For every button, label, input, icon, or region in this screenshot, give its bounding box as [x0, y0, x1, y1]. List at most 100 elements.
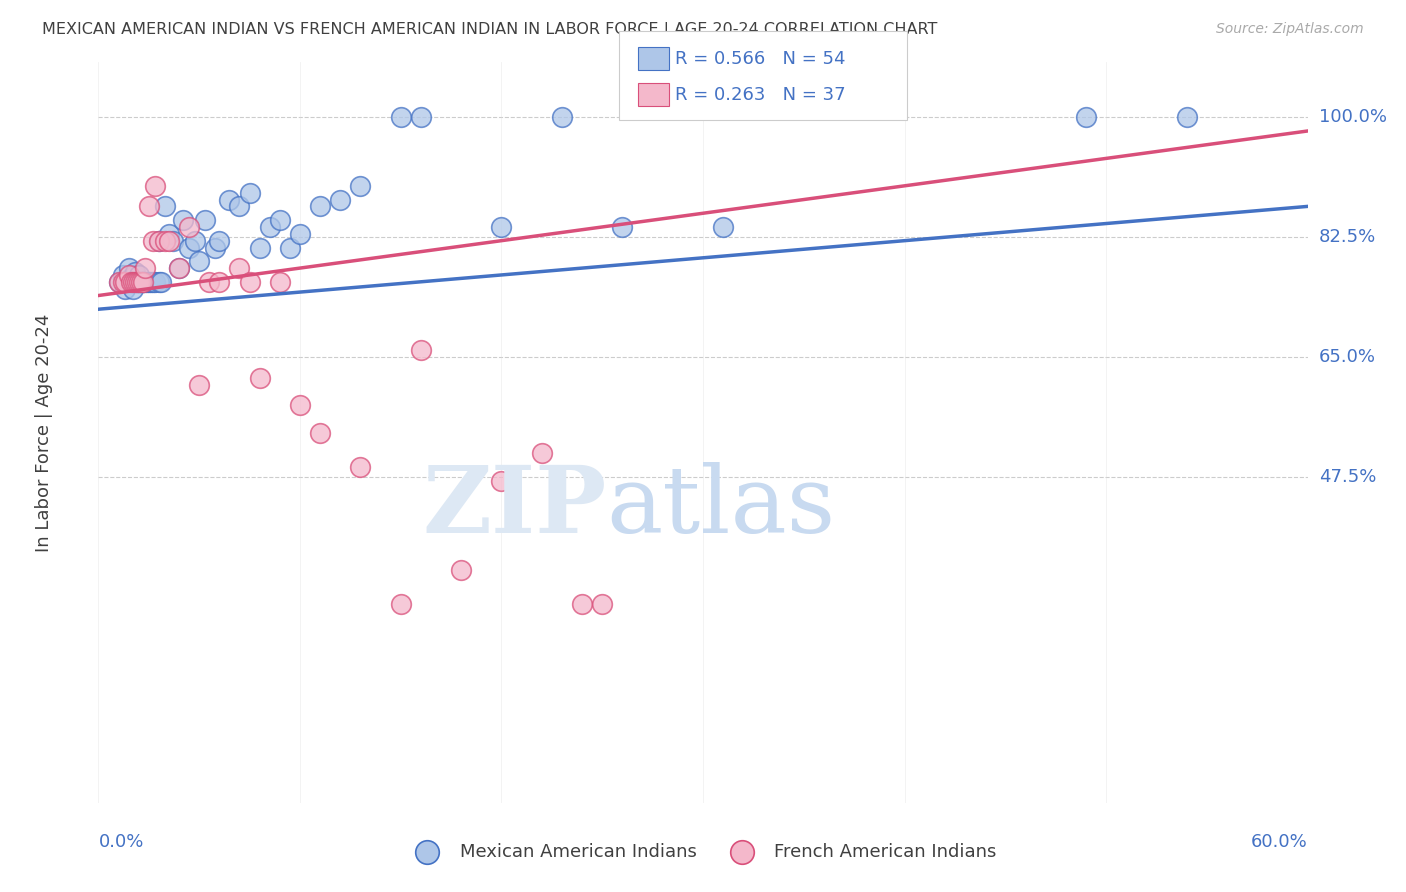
Point: [228, 199, 250, 213]
Point: [111, 268, 134, 282]
Point: [491, 474, 513, 488]
Point: [148, 234, 170, 248]
Point: [409, 343, 432, 358]
Point: [143, 178, 166, 193]
Point: [129, 275, 152, 289]
Point: [409, 110, 432, 124]
Point: [111, 275, 134, 289]
Text: 100.0%: 100.0%: [1319, 108, 1386, 127]
Point: [114, 275, 136, 289]
Point: [218, 193, 240, 207]
Point: [1175, 110, 1198, 124]
Point: [1074, 110, 1097, 124]
Point: [132, 275, 155, 289]
Point: [128, 275, 150, 289]
Point: [239, 275, 262, 289]
Point: [269, 275, 291, 289]
Point: [389, 110, 412, 124]
Point: [114, 282, 136, 296]
Point: [329, 193, 352, 207]
Point: [120, 271, 142, 285]
Point: [143, 275, 166, 289]
Point: [269, 213, 291, 227]
Point: [309, 425, 332, 440]
Point: [107, 275, 129, 289]
Point: [208, 234, 231, 248]
Point: [124, 268, 146, 282]
Point: [125, 275, 148, 289]
Point: [167, 261, 190, 276]
Text: MEXICAN AMERICAN INDIAN VS FRENCH AMERICAN INDIAN IN LABOR FORCE | AGE 20-24 COR: MEXICAN AMERICAN INDIAN VS FRENCH AMERIC…: [42, 22, 938, 38]
Point: [125, 275, 148, 289]
Point: [288, 398, 311, 412]
Point: [128, 268, 150, 282]
Point: [179, 219, 201, 234]
Point: [148, 275, 170, 289]
Point: [491, 219, 513, 234]
Point: [228, 261, 250, 276]
Text: R = 0.263   N = 37: R = 0.263 N = 37: [675, 86, 845, 103]
Point: [204, 240, 226, 255]
Point: [711, 219, 734, 234]
Point: [194, 213, 217, 227]
Point: [349, 178, 371, 193]
Point: [121, 275, 143, 289]
Point: [571, 597, 593, 611]
Point: [162, 234, 184, 248]
Point: [259, 219, 281, 234]
Point: [198, 275, 221, 289]
Point: [612, 219, 634, 234]
Point: [134, 275, 156, 289]
Point: [148, 234, 170, 248]
Point: [530, 446, 553, 460]
Point: [132, 275, 155, 289]
Point: [124, 275, 146, 289]
Point: [172, 213, 194, 227]
Point: [138, 275, 160, 289]
Point: [157, 234, 180, 248]
Text: Source: ZipAtlas.com: Source: ZipAtlas.com: [1216, 22, 1364, 37]
Text: 82.5%: 82.5%: [1319, 228, 1376, 246]
Point: [118, 261, 141, 276]
Point: [128, 275, 150, 289]
Point: [153, 199, 176, 213]
Point: [138, 199, 160, 213]
Point: [135, 275, 157, 289]
Point: [142, 234, 165, 248]
Point: [129, 275, 152, 289]
Text: 0.0%: 0.0%: [98, 833, 143, 851]
Point: [139, 275, 162, 289]
Text: 47.5%: 47.5%: [1319, 468, 1376, 486]
Text: 60.0%: 60.0%: [1251, 833, 1308, 851]
Point: [118, 268, 141, 282]
Point: [132, 275, 155, 289]
Point: [239, 186, 262, 200]
Point: [120, 275, 142, 289]
Text: In Labor Force | Age 20-24: In Labor Force | Age 20-24: [35, 313, 53, 552]
Text: R = 0.566   N = 54: R = 0.566 N = 54: [675, 50, 845, 68]
Point: [153, 234, 176, 248]
Point: [134, 261, 156, 276]
Point: [389, 597, 412, 611]
Point: [309, 199, 332, 213]
Point: [184, 234, 207, 248]
Point: [188, 377, 211, 392]
Point: [349, 459, 371, 474]
Point: [288, 227, 311, 241]
Point: [591, 597, 613, 611]
Text: ZIP: ZIP: [422, 462, 606, 551]
Point: [551, 110, 574, 124]
Point: [121, 282, 143, 296]
Point: [249, 371, 271, 385]
Text: 65.0%: 65.0%: [1319, 348, 1375, 367]
Legend: Mexican American Indians, French American Indians: Mexican American Indians, French America…: [402, 836, 1004, 868]
Point: [157, 227, 180, 241]
Point: [249, 240, 271, 255]
Point: [118, 275, 141, 289]
Point: [188, 254, 211, 268]
Point: [124, 264, 146, 278]
Point: [167, 261, 190, 276]
Text: atlas: atlas: [606, 462, 835, 551]
Point: [149, 275, 172, 289]
Point: [278, 240, 301, 255]
